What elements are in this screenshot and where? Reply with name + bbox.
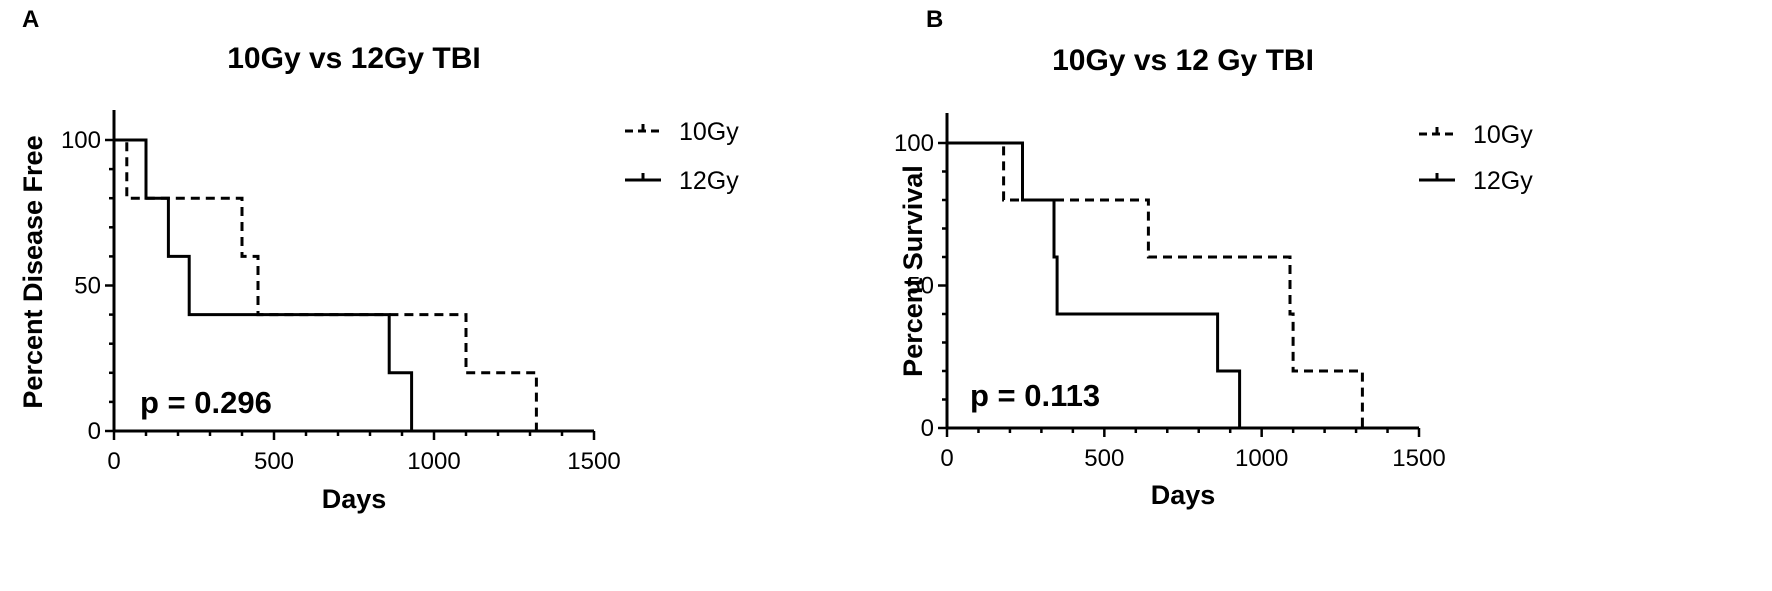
chart-title: 10Gy vs 12 Gy TBI	[1052, 44, 1314, 77]
x-axis-label: Days	[322, 484, 387, 514]
x-tick-label: 0	[107, 448, 120, 475]
p-value-annotation: p = 0.296	[140, 385, 272, 420]
y-tick-label: 100	[894, 130, 934, 157]
x-tick-label: 1500	[567, 448, 620, 475]
x-tick-label: 1500	[1392, 445, 1445, 472]
series-line-12gy	[114, 138, 414, 431]
legend-label-10gy: 10Gy	[679, 118, 739, 146]
y-tick-label: 0	[921, 415, 934, 442]
chart-title: 10Gy vs 12Gy TBI	[227, 42, 480, 75]
y-tick-label: 50	[907, 273, 934, 300]
x-tick-label: 1000	[407, 448, 460, 475]
chart-panel-b: B 10Gy vs 12 Gy TBI 0 50 100 0 500 1000 1500 Day…	[894, 0, 1772, 591]
x-tick-label: 500	[1084, 445, 1124, 472]
y-tick-label: 100	[61, 127, 101, 154]
legend-label-12gy: 12Gy	[1473, 167, 1533, 195]
x-tick-label: 0	[940, 445, 953, 472]
panel-label: B	[926, 6, 944, 33]
y-axis-label: Percent Disease Free	[18, 135, 48, 408]
y-tick-label: 0	[88, 418, 101, 445]
legend-label-12gy: 12Gy	[679, 167, 739, 195]
legend-label-10gy: 10Gy	[1473, 121, 1533, 149]
series-line-10gy	[114, 138, 538, 431]
y-axis-label: Percent Survival	[898, 165, 928, 377]
x-tick-label: 500	[254, 448, 294, 475]
series-line-10gy	[947, 141, 1364, 428]
x-tick-label: 1000	[1235, 445, 1288, 472]
series-line-12gy	[947, 141, 1242, 428]
y-tick-label: 50	[74, 273, 101, 300]
x-axis-label: Days	[1151, 480, 1216, 510]
chart-panel-a: A 10Gy vs 12Gy TBI 0 50 100 0 500 1000 1500 Days…	[18, 6, 739, 514]
p-value-annotation: p = 0.113	[970, 378, 1100, 413]
panel-label: A	[22, 6, 40, 33]
